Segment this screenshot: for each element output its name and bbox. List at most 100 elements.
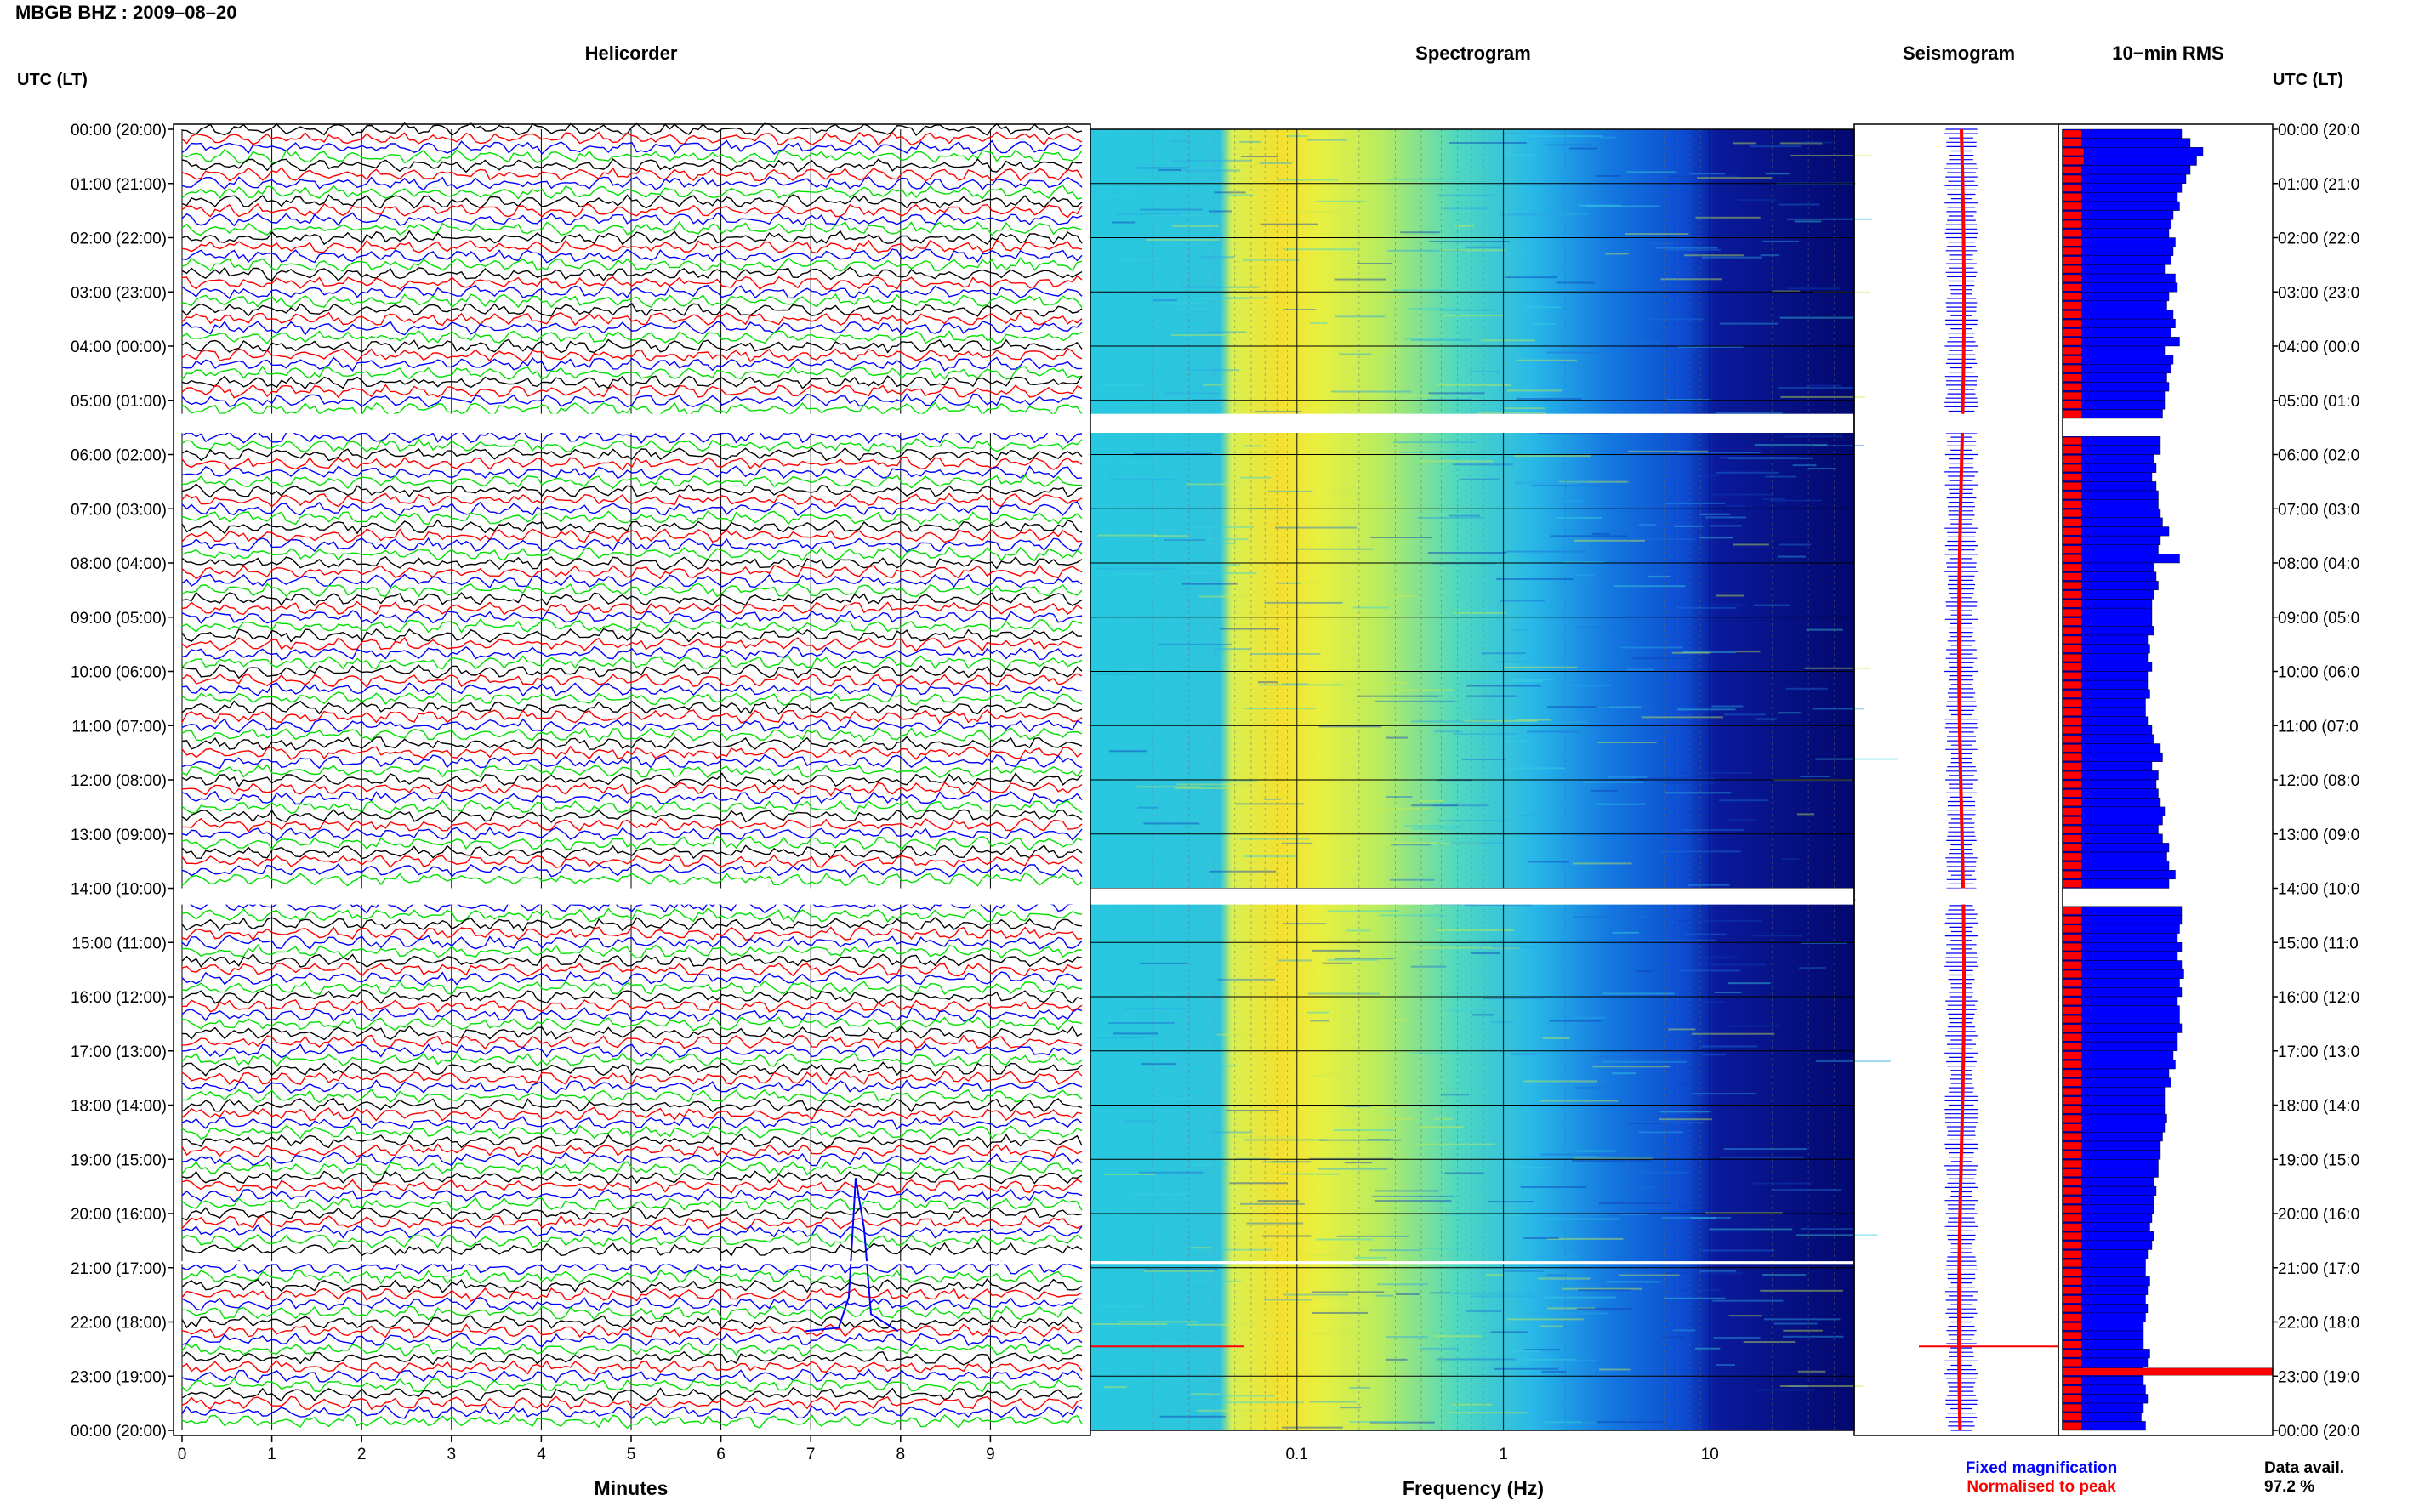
spectrogram-noise bbox=[1108, 750, 1148, 753]
rms-bar-normalised bbox=[2062, 852, 2082, 861]
spectrogram-noise bbox=[1278, 959, 1312, 962]
spectrogram-noise bbox=[1506, 389, 1562, 392]
spectrogram-noise bbox=[1785, 687, 1828, 690]
helicorder-title: Helicorder bbox=[585, 43, 678, 64]
spectrogram-noise bbox=[1799, 967, 1826, 969]
spectrogram-noise bbox=[1312, 949, 1361, 952]
spectrogram-noise bbox=[1109, 478, 1175, 480]
spectrogram-noise bbox=[1622, 341, 1661, 344]
spectrogram-noise bbox=[1691, 1032, 1775, 1035]
spectrogram-noise bbox=[1593, 1056, 1624, 1059]
helicorder-trace bbox=[181, 691, 1083, 706]
spectrogram-noise bbox=[1102, 384, 1147, 386]
helicorder-trace bbox=[181, 365, 1083, 381]
rms-bar-normalised bbox=[2062, 1286, 2082, 1294]
frequency-tick-label: 0.1 bbox=[1286, 1446, 1308, 1464]
spectrogram-noise bbox=[1699, 513, 1731, 515]
helicorder-trace bbox=[181, 790, 1083, 805]
spectrogram-noise bbox=[1283, 211, 1341, 213]
spectrogram-noise bbox=[1599, 1368, 1631, 1371]
helicorder-trace bbox=[181, 1007, 1083, 1022]
spectrogram-noise bbox=[1336, 235, 1371, 237]
spectrogram-noise bbox=[1133, 1193, 1187, 1196]
right-hour-label: 12:00 (08:0 bbox=[2278, 772, 2359, 790]
spectrogram-noise bbox=[1496, 577, 1574, 580]
spectrogram-noise bbox=[1349, 1421, 1410, 1424]
rms-bar-normalised bbox=[2062, 744, 2082, 753]
rms-bar-normalised bbox=[2062, 166, 2082, 174]
spectrogram-noise bbox=[1316, 200, 1366, 202]
spectrogram-noise bbox=[1336, 1235, 1409, 1237]
spectrogram-noise bbox=[1395, 1293, 1420, 1295]
spectrogram-noise bbox=[1369, 1249, 1420, 1252]
left-hour-label: 11:00 (07:00) bbox=[71, 718, 167, 736]
spectrogram-noise bbox=[1283, 248, 1359, 251]
spectrogram-noise bbox=[1524, 306, 1562, 309]
left-hour-label: 06:00 (02:00) bbox=[71, 447, 167, 465]
spectrogram-noise bbox=[1520, 1186, 1587, 1189]
rms-bar-normalised bbox=[2062, 645, 2082, 653]
spectrogram-noise bbox=[1204, 780, 1258, 782]
spectrogram-noise bbox=[1222, 189, 1278, 191]
spectrogram-noise bbox=[1523, 1236, 1559, 1239]
spectrogram-noise bbox=[1783, 1329, 1823, 1332]
rms-bar-normalised bbox=[2062, 247, 2082, 255]
helicorder-trace bbox=[181, 636, 1083, 652]
minute-tick-label: 7 bbox=[806, 1446, 816, 1464]
rms-bar-normalised bbox=[2062, 1133, 2082, 1141]
spectrogram-noise bbox=[1573, 1016, 1608, 1019]
spectrogram-noise bbox=[1176, 308, 1226, 310]
spectrogram-noise bbox=[1427, 552, 1507, 554]
rms-bar-normalised bbox=[2062, 319, 2082, 327]
helicorder-trace bbox=[181, 655, 1083, 670]
left-hour-label: 14:00 (10:00) bbox=[71, 881, 167, 899]
spectrogram-noise bbox=[1779, 316, 1853, 319]
spectrogram-noise bbox=[1677, 708, 1736, 711]
spectrogram-noise bbox=[1334, 278, 1386, 281]
spectrogram-noise bbox=[1635, 970, 1654, 973]
helicorder-trace bbox=[181, 303, 1083, 317]
rms-bar-normalised bbox=[2062, 1385, 2082, 1394]
spectrogram-noise bbox=[1471, 1295, 1542, 1298]
right-hour-label: 06:00 (02:0 bbox=[2278, 447, 2359, 465]
right-hour-label: 07:00 (03:0 bbox=[2278, 501, 2359, 519]
helicorder-trace bbox=[181, 528, 1083, 543]
helicorder-trace bbox=[181, 1097, 1083, 1113]
helicorder-trace bbox=[181, 935, 1083, 950]
spectrogram-noise bbox=[1139, 208, 1203, 211]
spectrogram-noise bbox=[1681, 829, 1745, 832]
spectrogram-noise bbox=[1782, 858, 1800, 861]
spectrogram-noise bbox=[1264, 1299, 1312, 1301]
spectrogram-noise bbox=[1806, 384, 1842, 387]
spectrogram-noise bbox=[1175, 787, 1238, 790]
right-hour-label: 23:00 (19:0 bbox=[2278, 1368, 2359, 1386]
spectrogram-noise bbox=[1283, 1293, 1349, 1296]
spectrogram-noise bbox=[1760, 254, 1780, 257]
spectrogram-noise bbox=[1749, 145, 1801, 148]
spectrogram-noise bbox=[1728, 457, 1813, 459]
spectrogram-noise bbox=[1346, 879, 1374, 882]
spectrogram-noise bbox=[1468, 252, 1525, 254]
rms-bar-normalised bbox=[2062, 771, 2082, 780]
left-hour-label: 17:00 (13:00) bbox=[71, 1043, 167, 1061]
rms-bar-normalised bbox=[2062, 211, 2082, 219]
spectrogram-noise bbox=[1179, 564, 1241, 566]
spectrogram-noise bbox=[1449, 514, 1481, 517]
spectrogram-noise bbox=[1754, 604, 1791, 606]
left-hour-label: 00:00 (20:00) bbox=[71, 122, 167, 139]
spectrogram-noise bbox=[1340, 1407, 1362, 1409]
rms-bar-normalised bbox=[2062, 545, 2082, 554]
rms-bar-normalised bbox=[2062, 563, 2082, 571]
helicorder-trace bbox=[181, 1106, 1083, 1123]
spectrogram-noise bbox=[1374, 1200, 1452, 1202]
right-hour-label: 22:00 (18:0 bbox=[2278, 1315, 2359, 1333]
helicorder-trace bbox=[181, 564, 1083, 580]
spectrogram-noise bbox=[1546, 1218, 1619, 1220]
spectrogram-noise bbox=[1709, 1228, 1793, 1231]
rms-bar-normalised bbox=[2062, 1123, 2082, 1132]
right-hour-label: 04:00 (00:0 bbox=[2278, 338, 2359, 356]
spectrogram-noise bbox=[1263, 798, 1282, 800]
spectrogram-noise bbox=[1210, 1131, 1253, 1134]
spectrogram-noise bbox=[1141, 1063, 1176, 1066]
spectrogram-noise bbox=[1257, 1200, 1300, 1202]
